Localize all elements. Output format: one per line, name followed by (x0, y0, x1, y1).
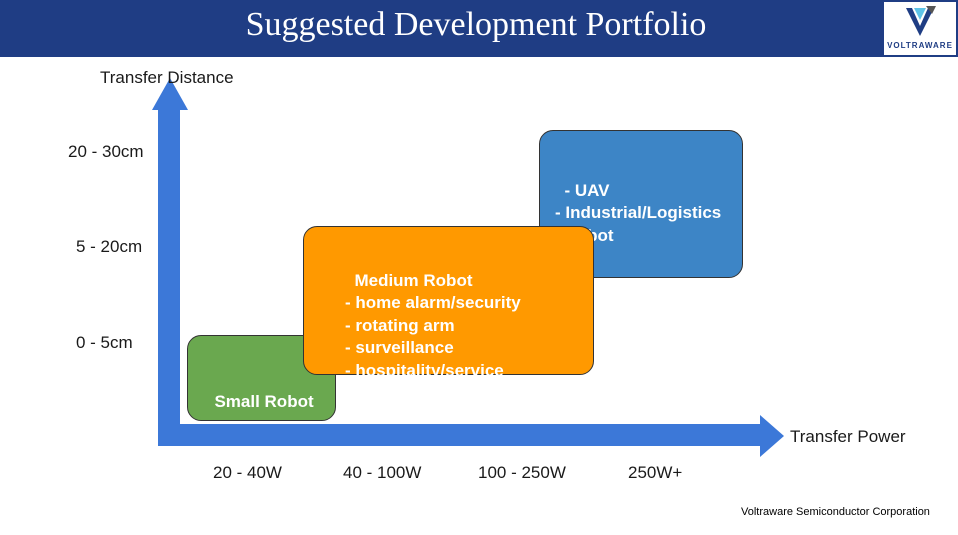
y-tick-label: 0 - 5cm (76, 333, 133, 352)
x-axis-label: Transfer Power (790, 427, 906, 446)
x-tick-label: 20 - 40W (213, 463, 282, 482)
x-tick-label: 100 - 250W (478, 463, 566, 482)
y-tick-label: 5 - 20cm (76, 237, 143, 256)
x-axis-arrow (158, 415, 784, 457)
medium-robot-box: Medium Robot - home alarm/security - rot… (303, 226, 594, 380)
x-tick-label: 250W+ (628, 463, 683, 482)
logo-icon (906, 6, 936, 36)
medium-robot-text: Medium Robot - home alarm/security - rot… (345, 270, 521, 380)
page-title: Suggested Development Portfolio (245, 6, 707, 43)
header-bar: Suggested Development Portfolio VOLTRAWA… (0, 0, 958, 57)
x-tick-label: 40 - 100W (343, 463, 422, 482)
logo-text: VOLTRAWARE (887, 41, 953, 50)
y-axis-label: Transfer Distance (100, 68, 234, 87)
voltraware-logo: VOLTRAWARE (884, 2, 956, 55)
footer-credit: Voltraware Semiconductor Corporation (741, 506, 930, 518)
y-axis-arrow (152, 78, 188, 446)
small-robot-text: Small Robot (214, 391, 314, 411)
y-tick-label: 20 - 30cm (68, 142, 144, 161)
